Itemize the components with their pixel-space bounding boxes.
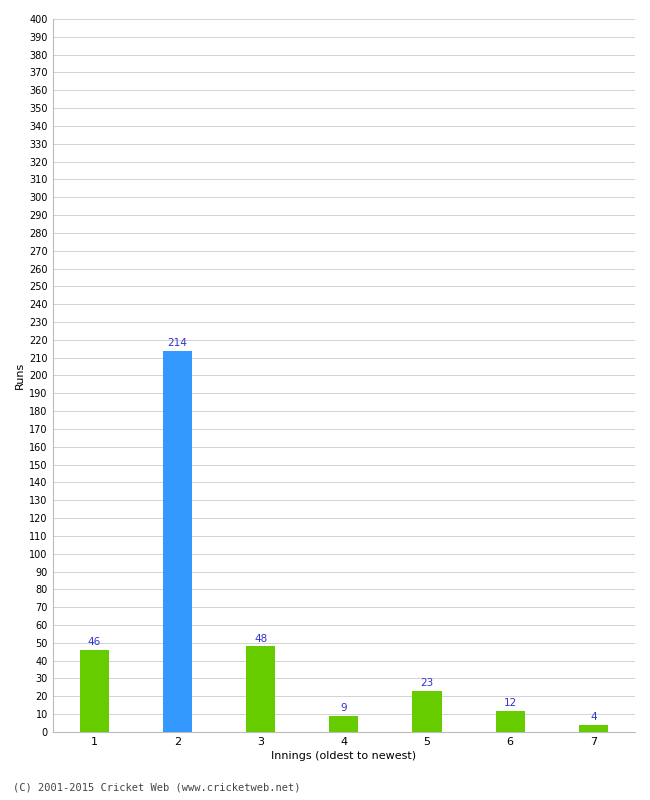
Text: 9: 9 — [341, 703, 347, 714]
Bar — [413, 691, 441, 732]
Bar — [579, 725, 608, 732]
Text: 214: 214 — [168, 338, 187, 348]
Y-axis label: Runs: Runs — [15, 362, 25, 389]
Text: 48: 48 — [254, 634, 267, 644]
Bar — [330, 716, 358, 732]
Text: (C) 2001-2015 Cricket Web (www.cricketweb.net): (C) 2001-2015 Cricket Web (www.cricketwe… — [13, 782, 300, 792]
Text: 12: 12 — [504, 698, 517, 708]
Bar — [163, 350, 192, 732]
Text: 23: 23 — [421, 678, 434, 688]
Text: 46: 46 — [88, 638, 101, 647]
X-axis label: Innings (oldest to newest): Innings (oldest to newest) — [271, 751, 417, 761]
Bar — [80, 650, 109, 732]
Bar — [246, 646, 275, 732]
Bar — [496, 710, 525, 732]
Text: 4: 4 — [590, 712, 597, 722]
